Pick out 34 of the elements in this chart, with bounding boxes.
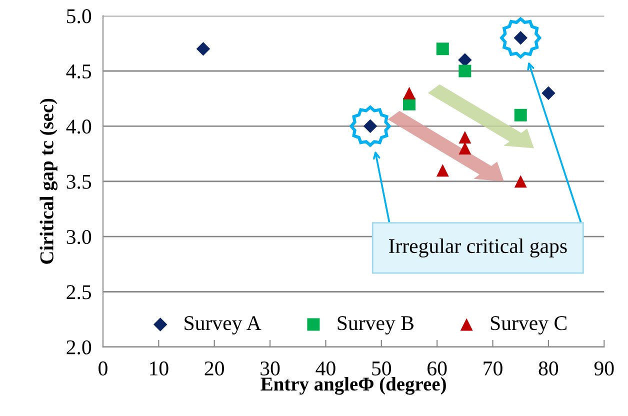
point: [458, 53, 472, 67]
x-tick-label: 20: [204, 361, 224, 376]
legend-label: Survey A: [184, 316, 262, 334]
legend-label: Survey B: [338, 316, 414, 334]
x-tick-label: 90: [594, 361, 614, 376]
point: [402, 86, 416, 100]
point: [514, 175, 527, 188]
point: [514, 108, 527, 122]
y-tick-label: 3.0: [66, 230, 92, 244]
x-tick-label: 50: [372, 361, 392, 376]
x-tick-label: 70: [484, 361, 502, 376]
point: [436, 42, 449, 56]
point: [458, 64, 472, 78]
x-axis-title: Entry angleΦ (degree): [260, 376, 446, 395]
x-tick-label: 10: [150, 361, 168, 376]
legend-label: Survey C: [490, 316, 566, 334]
annotation: Irregular critical gaps: [389, 238, 567, 258]
x-tick-label: 80: [538, 361, 558, 376]
y-tick-label: 5.0: [67, 9, 92, 24]
y-tick-label: 2.5: [66, 285, 92, 300]
x-tick-label: 60: [428, 361, 447, 376]
y-tick-label: 2.0: [66, 340, 92, 354]
point: [436, 164, 449, 177]
y-tick-label: 4.0: [66, 120, 92, 134]
y-axis-title: Ciritical gap tc (sec): [40, 98, 58, 264]
point: [458, 142, 472, 155]
x-tick-label: 0: [98, 361, 108, 376]
point: [542, 86, 556, 100]
y-tick-label: 4.5: [66, 64, 92, 79]
y-tick-label: 3.5: [66, 174, 92, 189]
x-tick-label: 40: [316, 361, 336, 376]
point: [458, 130, 472, 144]
point: [196, 42, 210, 56]
x-tick-label: 30: [260, 361, 280, 376]
